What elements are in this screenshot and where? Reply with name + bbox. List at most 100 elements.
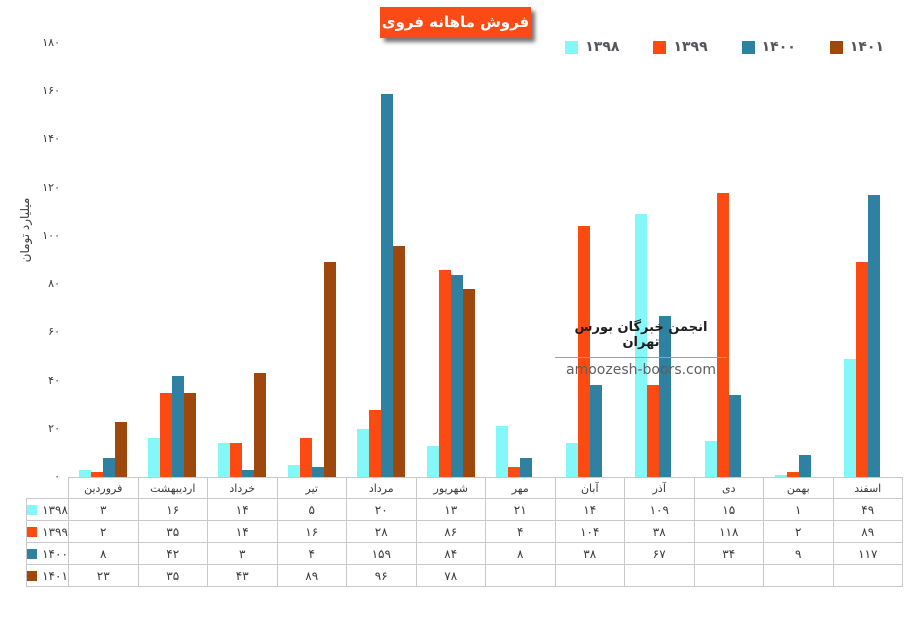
bar-۱۳۹۸-شهریور [426,445,439,477]
watermark-title: انجمن خبرگان بورس تهران [555,320,727,358]
y-tick-label: ۱۰۰ [42,228,60,242]
bar-۱۴۰۰-مرداد [381,93,394,477]
legend-item-۱۳۹۸[interactable]: ۱۳۹۸ [565,39,619,55]
table-cell-۱۴۰۱-اردیبهشت: ۳۵ [137,564,208,587]
legend-label: ۱۴۰۱ [849,39,884,55]
table-cell-۱۳۹۹-اسفند: ۸۹ [832,520,903,543]
bar-۱۴۰۰-اسفند [868,194,881,477]
legend-label: ۱۳۹۹ [673,39,708,55]
bar-۱۳۹۹-اردیبهشت [160,392,173,477]
legend-swatch [27,526,38,537]
table-cell-۱۳۹۹-بهمن: ۲ [763,520,834,543]
table-cell-۱۳۹۸-اسفند: ۴۹ [832,498,903,521]
table-cell-۱۳۹۹-شهریور: ۸۶ [415,520,486,543]
bar-۱۳۹۹-دی [717,192,730,477]
table-cell-۱۴۰۰-مهر: ۸ [485,542,556,565]
legend-item-۱۴۰۰[interactable]: ۱۴۰۰ [741,39,796,55]
bar-۱۴۰۰-مهر [520,457,533,477]
bar-۱۳۹۸-فروردین [78,469,91,477]
month-header-شهریور: شهریور [415,477,486,499]
table-cell-۱۳۹۸-تیر: ۵ [276,498,347,521]
bar-۱۴۰۰-دی [729,395,742,477]
bar-۱۳۹۹-مرداد [369,409,382,477]
series-year-label: ۱۴۰۰ [42,546,68,561]
bar-۱۳۹۸-مرداد [357,428,370,477]
table-cell-۱۳۹۸-بهمن: ۱ [763,498,834,521]
bar-۱۳۹۸-آبان [565,443,578,477]
bar-۱۴۰۱-تیر [323,262,336,477]
bar-۱۴۰۰-خرداد [241,469,254,477]
data-table: فروردین اردیبهشت خرداد تیر مرداد شهریور مهر آبا… [26,477,903,587]
table-cell-۱۴۰۰-دی: ۳۴ [693,542,764,565]
table-cell-۱۴۰۰-تیر: ۴ [276,542,347,565]
legend-swatch [27,504,38,515]
table-cell-۱۴۰۱-اسفند [832,564,903,587]
table-cell-۱۳۹۸-خرداد: ۱۴ [207,498,278,521]
month-header-مرداد: مرداد [346,477,417,499]
legend: ۱۳۹۸ ۱۳۹۹ ۱۴۰۰ ۱۴۰۱ [565,39,884,55]
table-cell-۱۳۹۸-آبان: ۱۴ [554,498,625,521]
bar-۱۳۹۸-خرداد [217,443,230,477]
table-cell-۱۴۰۰-آبان: ۳۸ [554,542,625,565]
table-cell-۱۳۹۹-تیر: ۱۶ [276,520,347,543]
bar-۱۴۰۰-بهمن [798,455,811,477]
table-cell-۱۳۹۸-دی: ۱۵ [693,498,764,521]
legend-swatch [653,40,667,54]
legend-swatch [565,40,579,54]
bar-۱۳۹۹-مهر [508,467,521,477]
month-header-آذر: آذر [624,477,695,499]
series-year-label: ۱۴۰۱ [42,568,68,583]
table-cell-۱۳۹۹-خرداد: ۱۴ [207,520,278,543]
y-tick-label: ۱۴۰ [42,132,60,146]
table-row-۱۴۰۱: ۱۴۰۱ ۲۳ ۳۵ ۴۳ ۸۹ ۹۶ ۷۸ [26,564,903,587]
bar-۱۳۹۹-بهمن [786,472,799,477]
y-tick-label: ۱۸۰ [42,36,60,49]
table-cell-۱۴۰۱-آبان [554,564,625,587]
legend-swatch [27,570,38,581]
table-cell-۱۴۰۱-آذر [624,564,695,587]
table-cell-۱۴۰۰-آذر: ۶۷ [624,542,695,565]
legend-label: ۱۳۹۸ [585,39,620,55]
month-header-اردیبهشت: اردیبهشت [137,477,208,499]
y-tick-label: ۱۶۰ [42,84,60,98]
bar-۱۳۹۹-آبان [577,226,590,477]
table-cell-۱۴۰۰-شهریور: ۸۴ [415,542,486,565]
bar-۱۴۰۱-فروردین [114,421,127,477]
table-months-row: فروردین اردیبهشت خرداد تیر مرداد شهریور مهر آبا… [27,477,903,499]
bar-۱۳۹۹-فروردین [90,472,103,477]
table-cell-۱۳۹۹-مهر: ۴ [485,520,556,543]
table-row-header-۱۴۰۰: ۱۴۰۰ [26,542,69,565]
month-header-آبان: آبان [554,477,625,499]
month-header-اسفند: اسفند [832,477,903,499]
bar-۱۳۹۸-آذر [635,214,648,477]
bar-۱۴۰۰-فروردین [102,457,115,477]
bar-۱۴۰۰-تیر [311,467,324,477]
table-cell-۱۴۰۱-مرداد: ۹۶ [346,564,417,587]
bar-۱۴۰۰-اردیبهشت [172,375,185,477]
table-cell-۱۳۹۹-اردیبهشت: ۳۵ [137,520,208,543]
bar-۱۳۹۸-تیر [287,464,300,477]
table-cell-۱۳۹۸-مرداد: ۲۰ [346,498,417,521]
table-cell-۱۳۹۹-فروردین: ۲ [68,520,139,543]
bar-۱۴۰۱-اردیبهشت [184,392,197,477]
bar-۱۳۹۹-خرداد [229,443,242,477]
table-corner-blank [27,478,69,499]
legend-swatch [829,40,843,54]
bar-۱۳۹۸-اسفند [844,358,857,477]
table-cell-۱۳۹۸-اردیبهشت: ۱۶ [137,498,208,521]
table-row-۱۳۹۸: ۱۳۹۸ ۳ ۱۶ ۱۴ ۵ ۲۰ ۱۳ ۲۱ ۱۴ ۱۰۹ ۱۵ ۱ ۴۹ [26,498,903,521]
table-cell-۱۳۹۸-شهریور: ۱۳ [415,498,486,521]
bar-۱۴۰۰-آبان [589,385,602,477]
watermark: انجمن خبرگان بورس تهران amoozesh-boors.c… [555,320,727,378]
month-header-خرداد: خرداد [207,477,278,499]
table-cell-۱۴۰۰-مرداد: ۱۵۹ [346,542,417,565]
table-cell-۱۴۰۱-دی [693,564,764,587]
legend-item-۱۴۰۱[interactable]: ۱۴۰۱ [829,39,884,55]
month-header-دی: دی [693,477,764,499]
y-tick-label: ۰ [54,470,60,483]
legend-label: ۱۴۰۰ [761,39,796,55]
table-cell-۱۳۹۸-فروردین: ۳ [68,498,139,521]
legend-item-۱۳۹۹[interactable]: ۱۳۹۹ [653,39,708,55]
watermark-domain: amoozesh-boors.com [566,362,716,378]
